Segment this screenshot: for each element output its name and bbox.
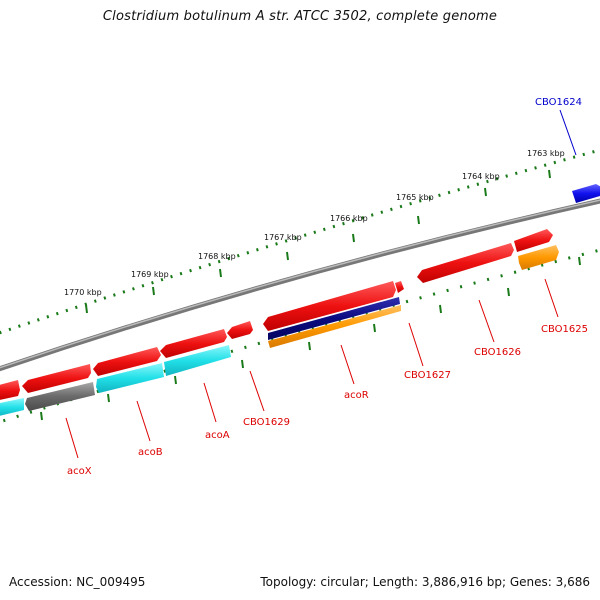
gene-cbo1625-rev[interactable] <box>518 245 559 270</box>
gene-label-cbo1627: CBO1627 <box>404 370 451 381</box>
gene-cbo1624[interactable] <box>572 184 600 203</box>
leader-acob <box>136 400 151 442</box>
gene-label-cbo1625: CBO1625 <box>541 324 588 335</box>
gene-label-cbo1624: CBO1624 <box>535 97 582 108</box>
leader-acoa <box>203 382 217 423</box>
gene-acox-fwd[interactable] <box>22 364 91 393</box>
map-title: Clostridium botulinum A str. ATCC 3502, … <box>102 9 498 24</box>
gene-acob-fwd[interactable] <box>93 347 161 376</box>
outer-major-ticks <box>85 169 551 314</box>
gene-left-edge-rev[interactable] <box>0 398 24 417</box>
scale-label-1770: 1770 kbp <box>64 288 102 297</box>
gene-track-reverse <box>0 245 559 417</box>
scale-label-1769: 1769 kbp <box>131 270 169 279</box>
gene-acob-rev[interactable] <box>96 363 164 393</box>
leader-cbo1626 <box>478 299 495 343</box>
gene-label-acoa: acoA <box>205 430 230 441</box>
genome-summary-text: Topology: circular; Length: 3,886,916 bp… <box>260 575 590 589</box>
scale-label-1767: 1767 kbp <box>264 233 302 242</box>
gene-label-acor: acoR <box>344 390 369 401</box>
leader-acox <box>65 417 79 459</box>
scale-label-1765: 1765 kbp <box>396 193 434 202</box>
gene-acox-rev[interactable] <box>25 382 95 411</box>
gene-acoa-rev[interactable] <box>164 345 231 376</box>
scale-label-1763: 1763 kbp <box>527 149 565 158</box>
leader-cbo1629 <box>249 370 265 412</box>
leader-cbo1627 <box>408 322 424 367</box>
inner-major-ticks <box>40 256 581 421</box>
scale-label-1768: 1768 kbp <box>198 252 236 261</box>
leader-cbo1624 <box>559 109 577 156</box>
gene-cbo1627[interactable] <box>395 281 404 293</box>
gene-cbo1626[interactable] <box>417 243 514 283</box>
scale-label-1766: 1766 kbp <box>330 214 368 223</box>
gene-acoa[interactable] <box>160 329 227 358</box>
gene-cbo1629[interactable] <box>227 321 253 339</box>
leader-acor <box>340 344 355 385</box>
gene-label-cbo1629: CBO1629 <box>243 417 290 428</box>
gene-label-cbo1626: CBO1626 <box>474 347 521 358</box>
gene-cbo1625[interactable] <box>514 229 553 252</box>
genome-backbone <box>0 198 600 372</box>
accession-text: Accession: NC_009495 <box>9 575 146 589</box>
scale-label-1764: 1764 kbp <box>462 172 500 181</box>
gene-acor-navy[interactable] <box>268 297 400 340</box>
gene-label-acob: acoB <box>138 447 163 458</box>
gene-label-acox: acoX <box>67 466 92 477</box>
gene-left-edge[interactable] <box>0 380 20 401</box>
gene-acor[interactable] <box>263 281 396 331</box>
leader-cbo1625 <box>544 278 559 318</box>
gene-acor-orange[interactable] <box>268 305 401 348</box>
gene-track-forward <box>0 184 600 401</box>
